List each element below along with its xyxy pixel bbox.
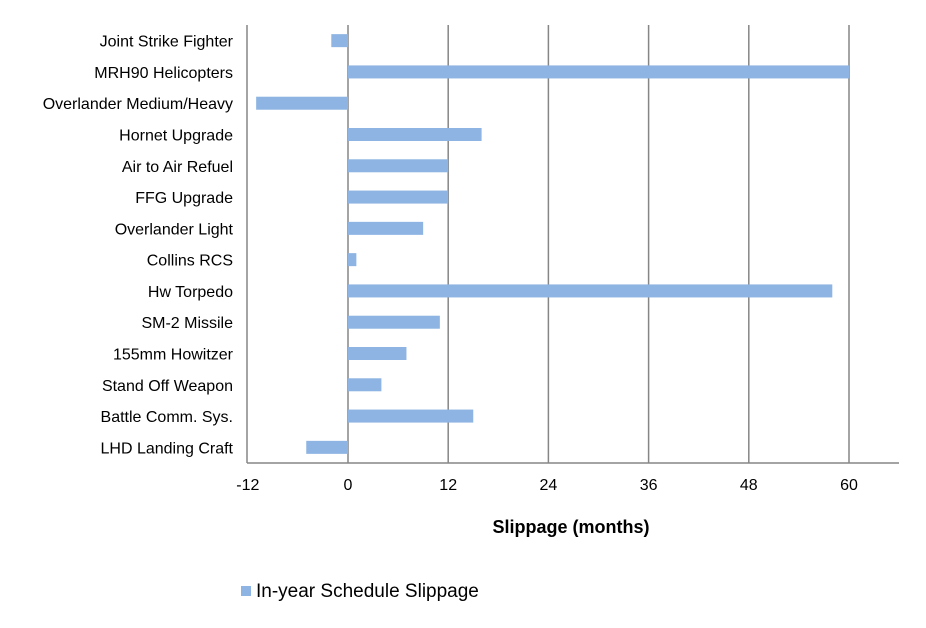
- category-label: LHD Landing Craft: [100, 440, 233, 457]
- axes: [246, 25, 899, 464]
- bar-hw-torpedo: [348, 284, 833, 298]
- category-label: Battle Comm. Sys.: [101, 409, 233, 426]
- bar-overlander-medium-heavy: [256, 96, 348, 110]
- bar-mrh90-helicopters: [348, 65, 849, 79]
- x-tick-label: 60: [840, 477, 858, 494]
- category-label: Stand Off Weapon: [102, 378, 233, 395]
- x-tick-label: 24: [540, 477, 558, 494]
- category-label: Air to Air Refuel: [122, 159, 233, 176]
- bars: [256, 34, 849, 454]
- x-axis-title: Slippage (months): [493, 517, 650, 537]
- category-label: Hornet Upgrade: [119, 128, 233, 145]
- x-tick-label: 48: [740, 477, 758, 494]
- bar-joint-strike-fighter: [331, 34, 348, 48]
- bar-collins-rcs: [348, 253, 357, 267]
- legend-swatch: [241, 586, 251, 596]
- x-tick-label: 0: [344, 477, 353, 494]
- bar-sm-2-missile: [348, 315, 440, 329]
- category-label: Overlander Light: [115, 221, 234, 238]
- bar-hornet-upgrade: [348, 128, 482, 141]
- category-label: Overlander Medium/Heavy: [43, 96, 233, 113]
- category-label: Collins RCS: [147, 253, 233, 270]
- bar-battle-comm-sys-: [348, 409, 474, 423]
- category-label: MRH90 Helicopters: [94, 65, 233, 82]
- category-label: Hw Torpedo: [148, 284, 233, 301]
- bar-155mm-howitzer: [348, 347, 407, 360]
- category-label: FFG Upgrade: [135, 190, 233, 207]
- category-labels: Joint Strike Fighter MRH90 Helicopters Ove…: [43, 34, 234, 458]
- category-label: 155mm Howitzer: [113, 347, 234, 364]
- bar-lhd-landing-craft: [306, 440, 348, 454]
- x-tick-label: 36: [640, 477, 658, 494]
- bar-overlander-light: [348, 221, 424, 235]
- bar-stand-off-weapon: [348, 378, 382, 392]
- x-tick-label: -12: [236, 477, 259, 494]
- gridlines: [347, 25, 850, 463]
- category-label: SM-2 Missile: [141, 315, 233, 332]
- bar-ffg-upgrade: [348, 190, 449, 204]
- bar-air-to-air-refuel: [348, 159, 449, 173]
- x-tick-label: 12: [439, 477, 457, 494]
- category-label: Joint Strike Fighter: [100, 34, 234, 51]
- tick-labels: -12 0 12 24 36 48 60: [236, 477, 858, 494]
- legend-label: In-year Schedule Slippage: [256, 581, 479, 602]
- legend: In-year Schedule Slippage: [241, 581, 479, 602]
